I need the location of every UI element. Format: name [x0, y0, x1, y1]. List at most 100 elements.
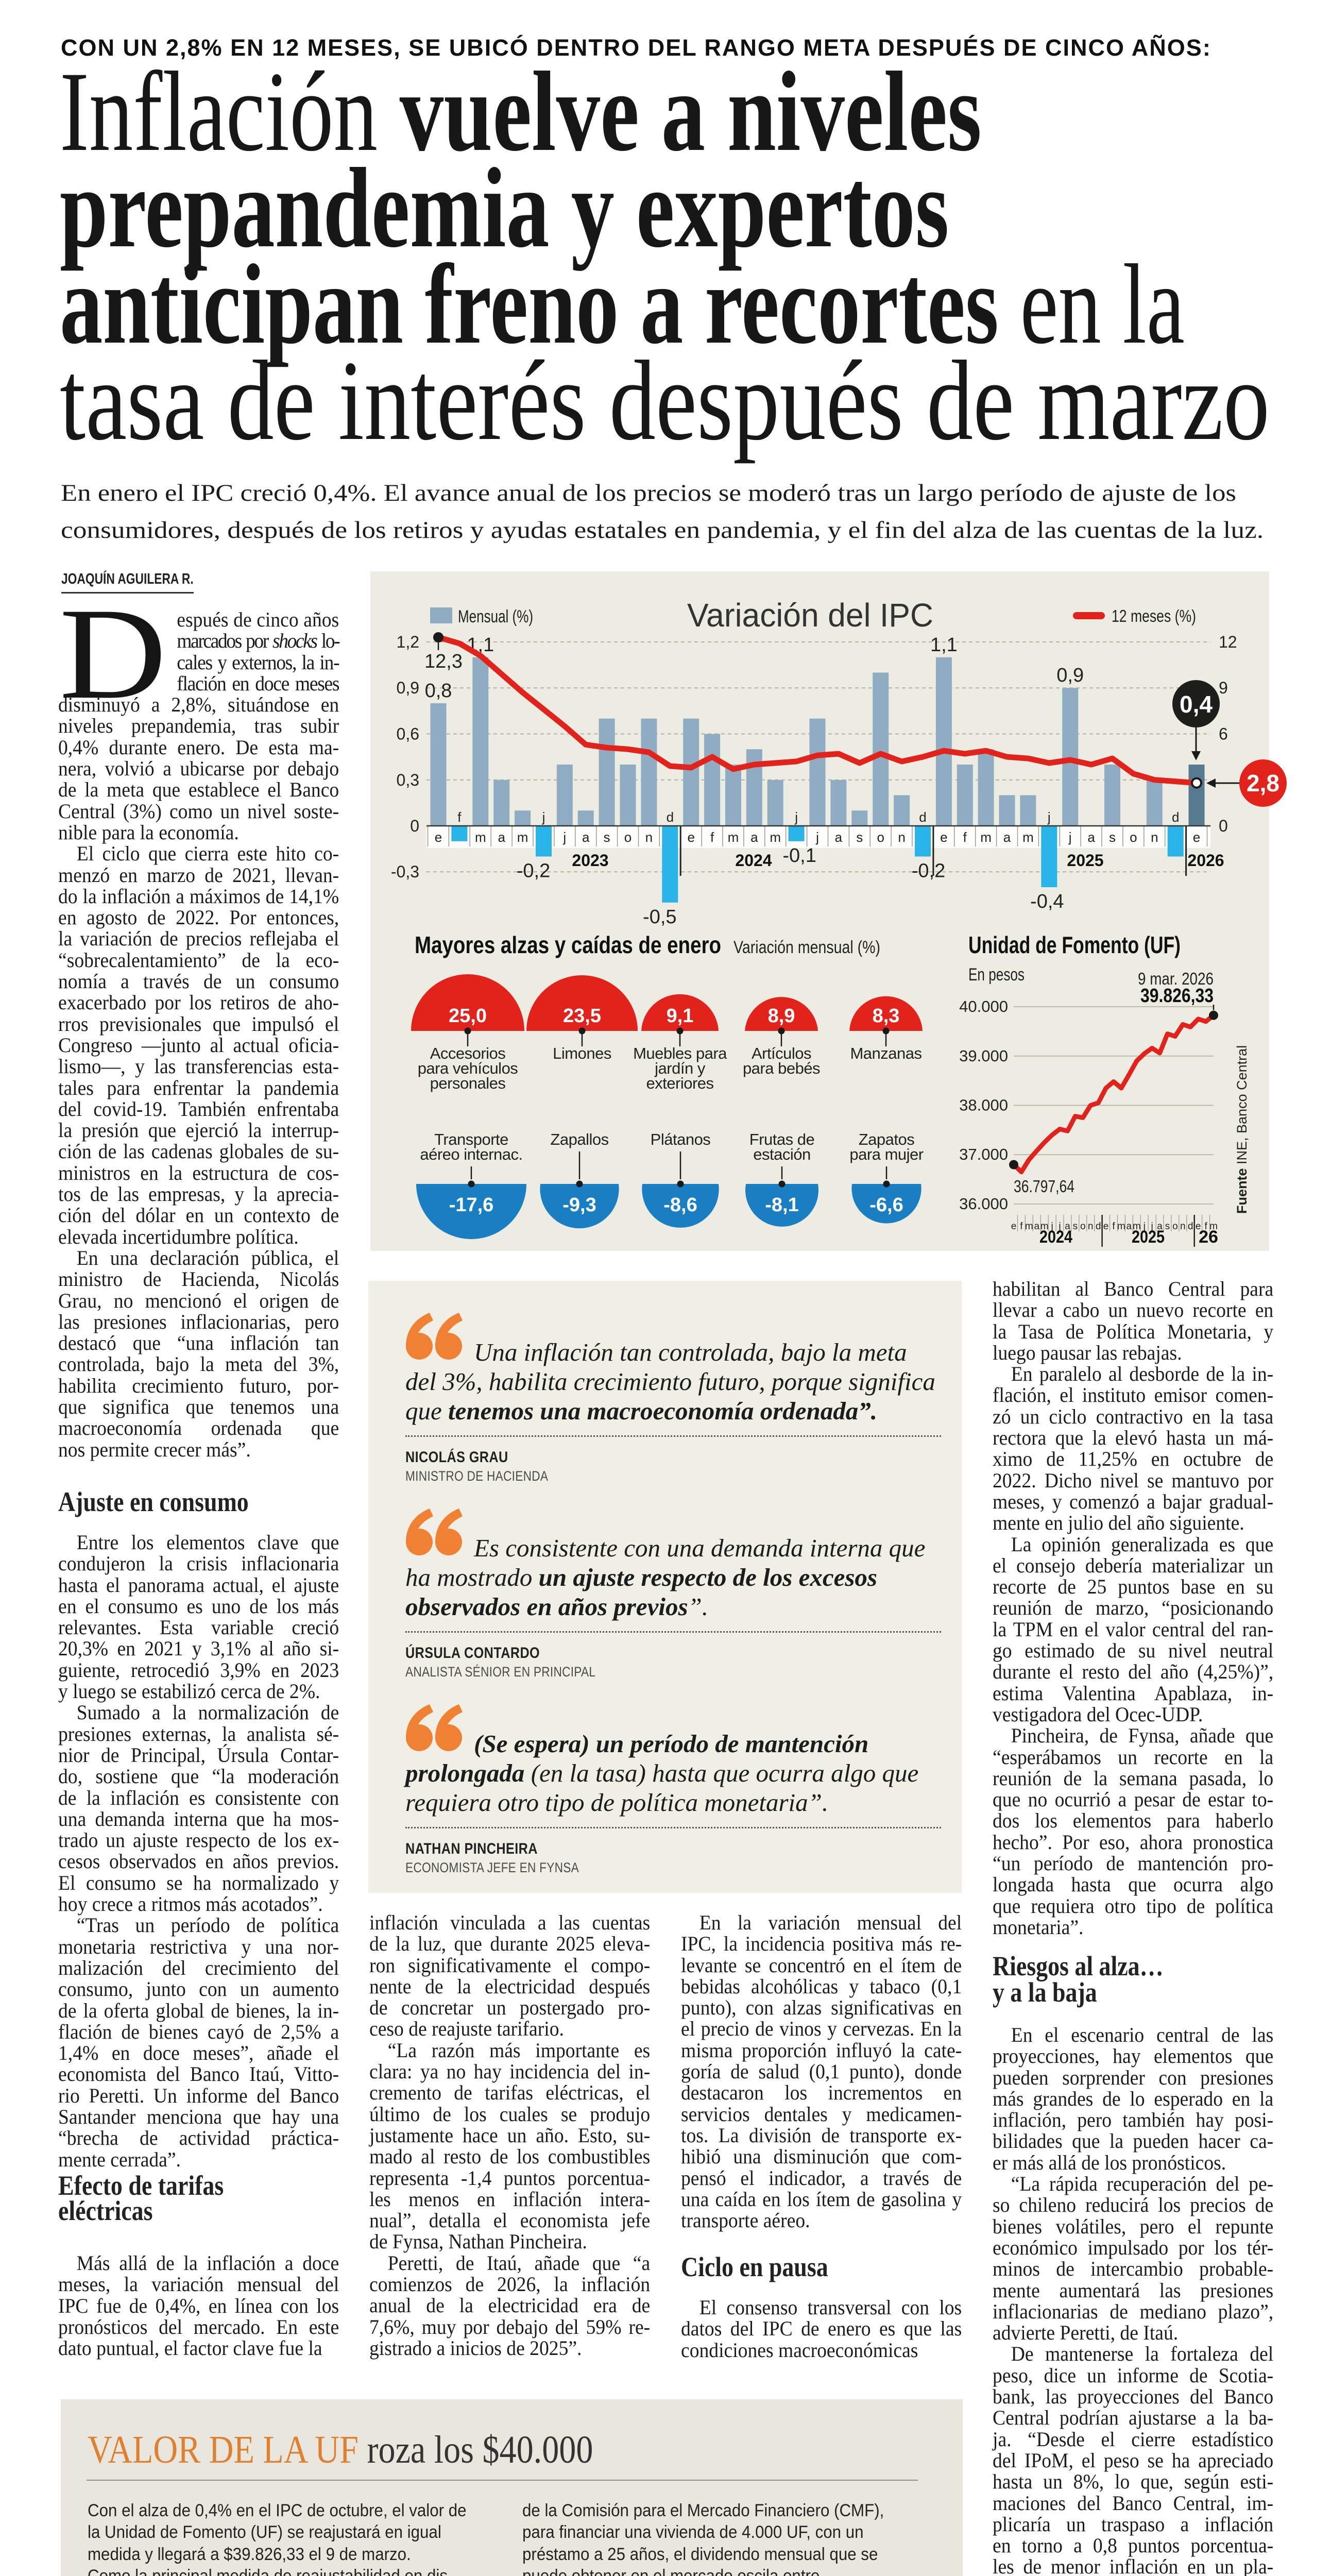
- svg-text:-0,3: -0,3: [391, 862, 419, 881]
- svg-text:d: d: [919, 809, 926, 825]
- svg-text:23,5: 23,5: [563, 1005, 601, 1027]
- svg-text:0,8: 0,8: [425, 680, 452, 702]
- svg-text:m: m: [770, 829, 781, 845]
- svg-text:Limones: Limones: [553, 1044, 611, 1062]
- svg-text:-0,5: -0,5: [643, 906, 676, 928]
- svg-text:s: s: [1109, 829, 1116, 845]
- svg-text:j: j: [1050, 1221, 1053, 1232]
- svg-text:Mayores alzas y caídas de ener: Mayores alzas y caídas de enero: [415, 931, 721, 958]
- svg-text:8,9: 8,9: [768, 1005, 795, 1027]
- svg-text:personales: personales: [430, 1074, 506, 1092]
- svg-text:e: e: [1193, 829, 1200, 845]
- svg-text:0,4: 0,4: [1180, 691, 1213, 718]
- svg-text:m: m: [728, 829, 739, 845]
- svg-text:e: e: [940, 829, 947, 845]
- svg-text:Artículos: Artículos: [752, 1044, 811, 1062]
- svg-text:Transporte: Transporte: [434, 1130, 508, 1148]
- svg-text:12,3: 12,3: [424, 651, 463, 672]
- svg-text:2024: 2024: [735, 851, 772, 870]
- svg-text:a: a: [1065, 1221, 1070, 1232]
- svg-text:9,1: 9,1: [667, 1005, 694, 1027]
- svg-text:d: d: [667, 809, 674, 825]
- svg-text:o: o: [1130, 829, 1137, 845]
- svg-text:0,9: 0,9: [397, 679, 419, 697]
- svg-text:8,3: 8,3: [873, 1005, 900, 1027]
- svg-text:-0,2: -0,2: [912, 860, 945, 882]
- svg-text:s: s: [1165, 1221, 1170, 1232]
- svg-text:e: e: [687, 829, 694, 845]
- svg-text:n: n: [1088, 1221, 1094, 1232]
- svg-text:s: s: [1073, 1221, 1078, 1232]
- svg-text:para bebés: para bebés: [743, 1059, 820, 1077]
- svg-text:j: j: [1150, 1221, 1153, 1232]
- svg-text:En pesos: En pesos: [968, 965, 1025, 985]
- svg-text:-0,4: -0,4: [1030, 891, 1064, 912]
- svg-text:d: d: [1096, 1221, 1101, 1232]
- svg-text:a: a: [582, 829, 590, 845]
- svg-text:Accesorios: Accesorios: [430, 1044, 506, 1062]
- svg-text:jardín y: jardín y: [654, 1059, 706, 1077]
- svg-text:2024: 2024: [1039, 1227, 1072, 1247]
- svg-text:a: a: [1087, 829, 1095, 845]
- svg-text:-8,1: -8,1: [765, 1194, 798, 1216]
- svg-text:a: a: [1003, 829, 1011, 845]
- svg-text:0: 0: [1219, 817, 1228, 835]
- svg-text:9: 9: [1219, 679, 1228, 697]
- svg-text:d: d: [1172, 809, 1179, 825]
- svg-text:40.000: 40.000: [959, 997, 1008, 1015]
- svg-text:j: j: [815, 829, 819, 845]
- svg-text:estación: estación: [753, 1145, 810, 1163]
- svg-text:m: m: [1025, 1221, 1033, 1232]
- svg-text:o: o: [624, 829, 632, 845]
- svg-text:Frutas de: Frutas de: [749, 1130, 814, 1148]
- svg-text:s: s: [604, 829, 610, 845]
- svg-text:j: j: [794, 809, 798, 825]
- svg-text:para vehículos: para vehículos: [418, 1059, 518, 1077]
- svg-text:f: f: [457, 809, 462, 825]
- svg-text:n: n: [1180, 1221, 1186, 1232]
- svg-text:m: m: [1209, 1221, 1218, 1232]
- svg-text:2025: 2025: [1132, 1227, 1165, 1247]
- svg-text:a: a: [1127, 1221, 1132, 1232]
- svg-text:36.000: 36.000: [959, 1195, 1008, 1213]
- svg-text:9 mar. 2026: 9 mar. 2026: [1138, 969, 1214, 988]
- svg-text:f: f: [963, 829, 967, 845]
- svg-text:-9,3: -9,3: [562, 1194, 596, 1216]
- svg-text:f: f: [1112, 1221, 1115, 1232]
- svg-text:j: j: [542, 809, 545, 825]
- svg-text:39.826,33: 39.826,33: [1140, 985, 1214, 1007]
- svg-text:12: 12: [1219, 633, 1237, 651]
- svg-text:6: 6: [1219, 724, 1228, 743]
- svg-text:Muebles para: Muebles para: [633, 1044, 727, 1062]
- svg-text:2025: 2025: [1067, 851, 1103, 870]
- svg-text:38.000: 38.000: [959, 1096, 1008, 1114]
- svg-text:s: s: [856, 829, 863, 845]
- svg-text:2023: 2023: [572, 851, 608, 870]
- svg-text:-0,1: -0,1: [782, 845, 816, 867]
- svg-text:Plátanos: Plátanos: [651, 1130, 711, 1148]
- svg-text:a: a: [1034, 1221, 1040, 1232]
- svg-text:f: f: [1204, 1221, 1207, 1232]
- svg-text:aéreo internac.: aéreo internac.: [420, 1145, 522, 1163]
- svg-text:Manzanas: Manzanas: [850, 1044, 922, 1062]
- svg-text:a: a: [498, 829, 505, 845]
- svg-text:j: j: [1058, 1221, 1061, 1232]
- svg-text:o: o: [1080, 1221, 1086, 1232]
- svg-text:Mensual (%): Mensual (%): [458, 607, 533, 626]
- svg-text:a: a: [1157, 1221, 1163, 1232]
- svg-text:a: a: [750, 829, 758, 845]
- svg-text:m: m: [475, 829, 486, 845]
- svg-text:2026: 2026: [1187, 851, 1224, 870]
- svg-text:exteriores: exteriores: [646, 1074, 713, 1092]
- svg-text:o: o: [877, 829, 884, 845]
- svg-text:e: e: [1196, 1221, 1201, 1232]
- svg-text:m: m: [980, 829, 992, 845]
- svg-text:d: d: [1188, 1221, 1193, 1232]
- svg-text:e: e: [1011, 1221, 1017, 1232]
- svg-text:para mujer: para mujer: [849, 1145, 923, 1163]
- svg-text:m: m: [1117, 1221, 1125, 1232]
- svg-text:26: 26: [1199, 1227, 1218, 1247]
- svg-text:1,1: 1,1: [930, 634, 958, 656]
- svg-text:e: e: [1103, 1221, 1109, 1232]
- svg-text:-0,2: -0,2: [517, 860, 550, 882]
